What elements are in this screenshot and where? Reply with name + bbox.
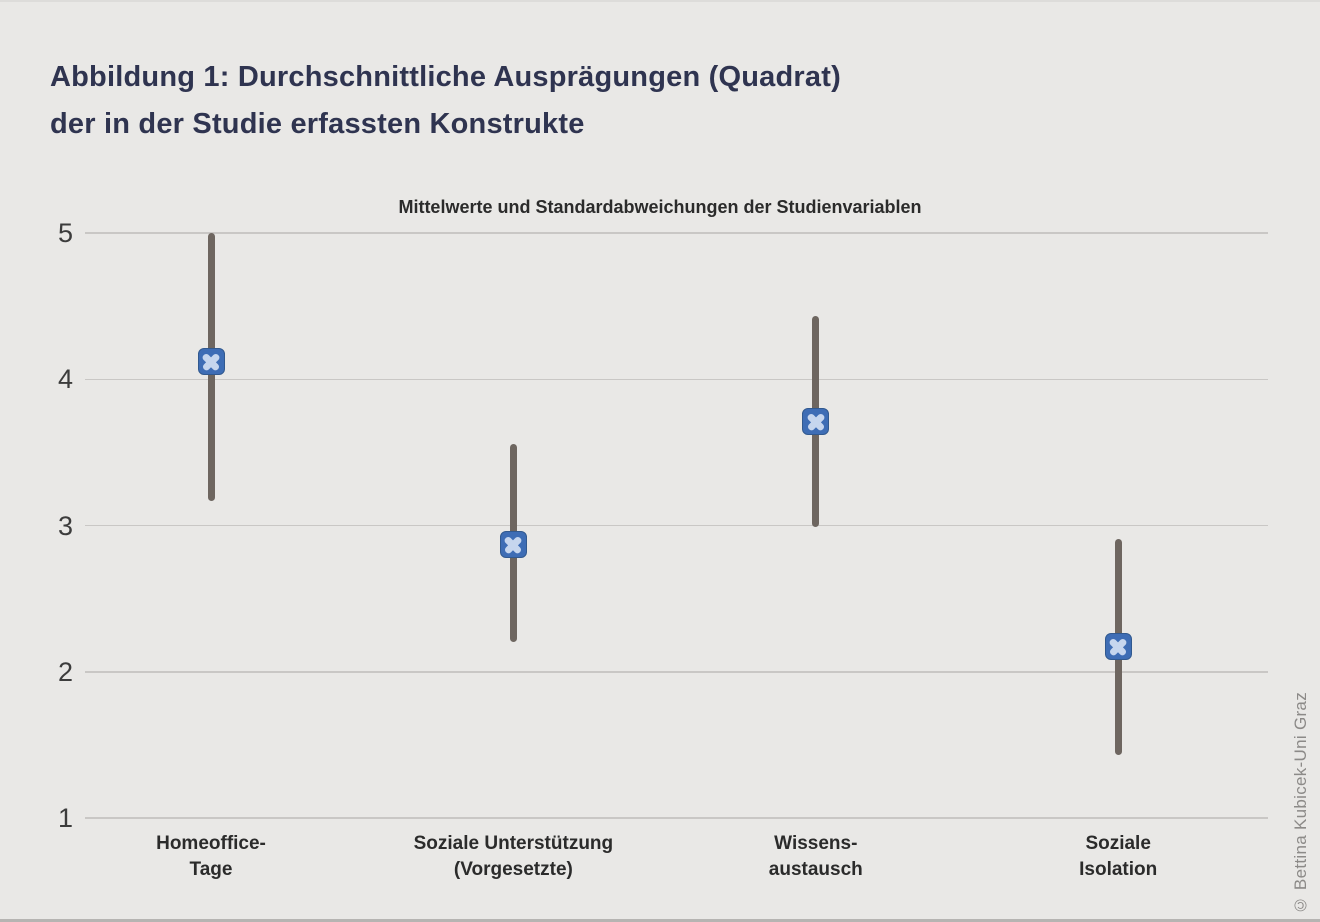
x-axis-category-label-line2: (Vorgesetzte) [453,859,573,880]
x-axis-category-label: Soziale Unterstützung (Vorgesetzte) [363,831,663,883]
x-axis-category-label-line2: Isolation [1079,859,1158,880]
chart-title: Mittelwerte und Standardabweichungen der… [398,197,922,217]
x-axis-category-label-line1: Homeoffice- [156,833,266,854]
x-axis-category-label-line2: Tage [189,859,233,880]
gridline-y-1 [85,817,1268,819]
y-tick-label-5: 5 [57,218,73,248]
copyright-credit: © Bettina Kubicek-Uni Graz [1291,691,1310,914]
mean-marker [499,531,527,558]
mean-marker [197,348,225,376]
y-tick-label-4: 4 [57,364,73,395]
mean-marker [1104,633,1132,661]
x-axis-category-label: Soziale Isolation [968,831,1268,883]
y-tick-label-2: 2 [57,656,73,687]
gridline-y-5 [85,232,1268,234]
x-axis-category-label-line1: Soziale [1085,833,1151,854]
y-tick-label-1: 1 [57,803,73,833]
gridline-y-3 [85,524,1268,527]
y-tick-label-3: 3 [57,510,73,541]
x-axis-category-label: Homeoffice- Tage [61,831,361,883]
gridline-y-4 [85,378,1268,380]
top-border-line [0,0,1320,2]
figure-title-line2: der in der Studie erfassten Konstrukte [50,108,585,140]
x-axis-category-label-line1: Soziale Unterstützung [413,833,614,854]
figure-title-line1: Abbildung 1: Durchschnittliche Ausprägun… [50,61,841,93]
mean-marker [802,408,830,436]
gridline-y-2 [85,671,1268,673]
bottom-border-line [0,919,1320,922]
x-axis-category-label: Wissens-austausch [666,831,966,883]
figure-title: Abbildung 1: Durchschnittliche Ausprägun… [50,54,841,148]
x-axis-category-label-line1: Wissens- [774,833,858,854]
x-axis-category-label-line2: austausch [768,859,863,880]
